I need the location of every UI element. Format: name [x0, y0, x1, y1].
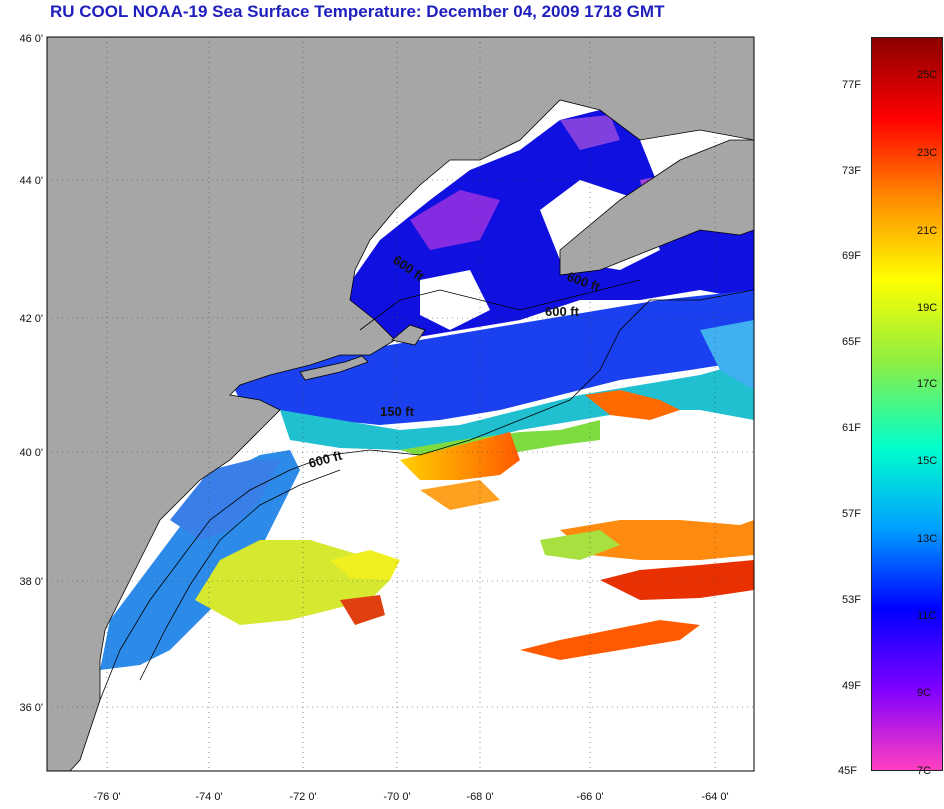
- color-scale-bar: [871, 37, 943, 771]
- scale-label-f: 73F: [842, 165, 861, 177]
- lon-label: -66 0': [576, 791, 603, 803]
- scale-label-f: 45F: [838, 765, 857, 777]
- map-frame: [46, 36, 755, 772]
- scale-label-c: 11C: [917, 610, 937, 622]
- scale-label-c: 19C: [917, 302, 938, 314]
- depth-contours: [99, 279, 754, 701]
- lat-label: 46 0': [19, 33, 43, 45]
- longitude-labels: -76 0' -74 0' -72 0' -70 0' -68 0' -66 0…: [93, 791, 728, 803]
- scale-label-f: 77F: [842, 79, 861, 91]
- lon-label: -76 0': [93, 791, 120, 803]
- scale-label-f: 49F: [842, 680, 861, 692]
- map-title: RU COOL NOAA-19 Sea Surface Temperature:…: [50, 2, 665, 21]
- scale-label-c: 23C: [917, 147, 938, 159]
- lon-label: -68 0': [466, 791, 493, 803]
- lon-label: -72 0': [289, 791, 316, 803]
- lon-label: -74 0': [195, 791, 222, 803]
- scale-label-c: 9C: [917, 687, 932, 699]
- scale-label-f: 65F: [842, 336, 861, 348]
- scale-label-f: 53F: [842, 594, 861, 606]
- scale-label-c: 17C: [917, 378, 938, 390]
- lon-label: -64 0': [701, 791, 728, 803]
- scale-label-c: 25C: [917, 69, 938, 81]
- scale-label-c: 21C: [917, 225, 938, 237]
- scale-label-f: 57F: [842, 508, 861, 520]
- scale-label-f: 61F: [842, 422, 861, 434]
- scale-label-c: 7C: [917, 765, 932, 777]
- lat-label: 38 0': [19, 576, 43, 588]
- lat-label: 40 0': [19, 447, 43, 459]
- contour-label: 150 ft: [380, 404, 415, 419]
- scale-label-c: 15C: [917, 455, 938, 467]
- scale-label-f: 69F: [842, 250, 861, 262]
- land-mass: [47, 37, 754, 771]
- lat-label: 36 0': [19, 702, 43, 714]
- scale-label-c: 13C: [917, 533, 938, 545]
- latitude-labels: 46 0' 44 0' 42 0' 40 0' 38 0' 36 0': [19, 33, 43, 714]
- lat-label: 42 0': [19, 313, 43, 325]
- lat-label: 44 0': [19, 175, 43, 187]
- contour-label: 600 ft: [545, 304, 580, 319]
- lon-label: -70 0': [383, 791, 410, 803]
